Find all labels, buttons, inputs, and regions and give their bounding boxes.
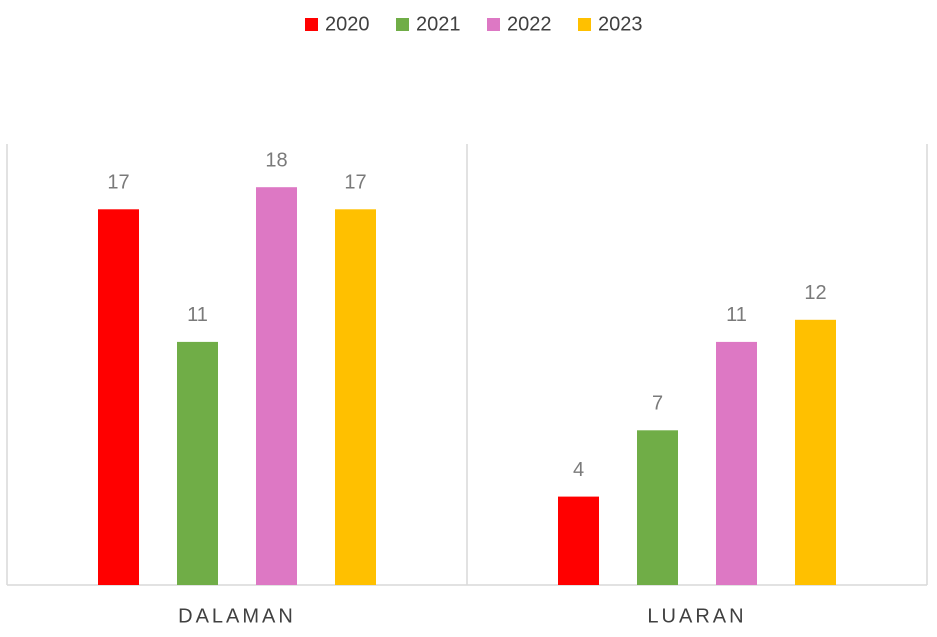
legend-label: 2020 (325, 13, 370, 35)
bar (335, 209, 376, 586)
bar (98, 209, 139, 586)
data-label: 11 (726, 304, 747, 326)
data-label: 18 (265, 149, 287, 171)
legend-swatch (487, 18, 500, 31)
data-label: 17 (107, 172, 129, 194)
category-label: DALAMAN (178, 605, 296, 627)
bar (558, 496, 599, 585)
category-label: LUARAN (647, 605, 746, 627)
legend-swatch (305, 18, 318, 31)
data-label: 12 (804, 282, 826, 304)
legend-swatch (578, 18, 591, 31)
data-label: 7 (652, 393, 663, 415)
data-label: 4 (573, 459, 584, 481)
data-label: 11 (187, 304, 208, 326)
legend-label: 2021 (416, 13, 461, 35)
legend-label: 2023 (598, 13, 643, 35)
legend-swatch (396, 18, 409, 31)
bar (716, 341, 757, 585)
bar (256, 187, 297, 585)
legend-label: 2022 (507, 13, 552, 35)
bar (795, 319, 836, 585)
bar (637, 430, 678, 585)
bar (177, 341, 218, 585)
data-label: 17 (344, 172, 366, 194)
